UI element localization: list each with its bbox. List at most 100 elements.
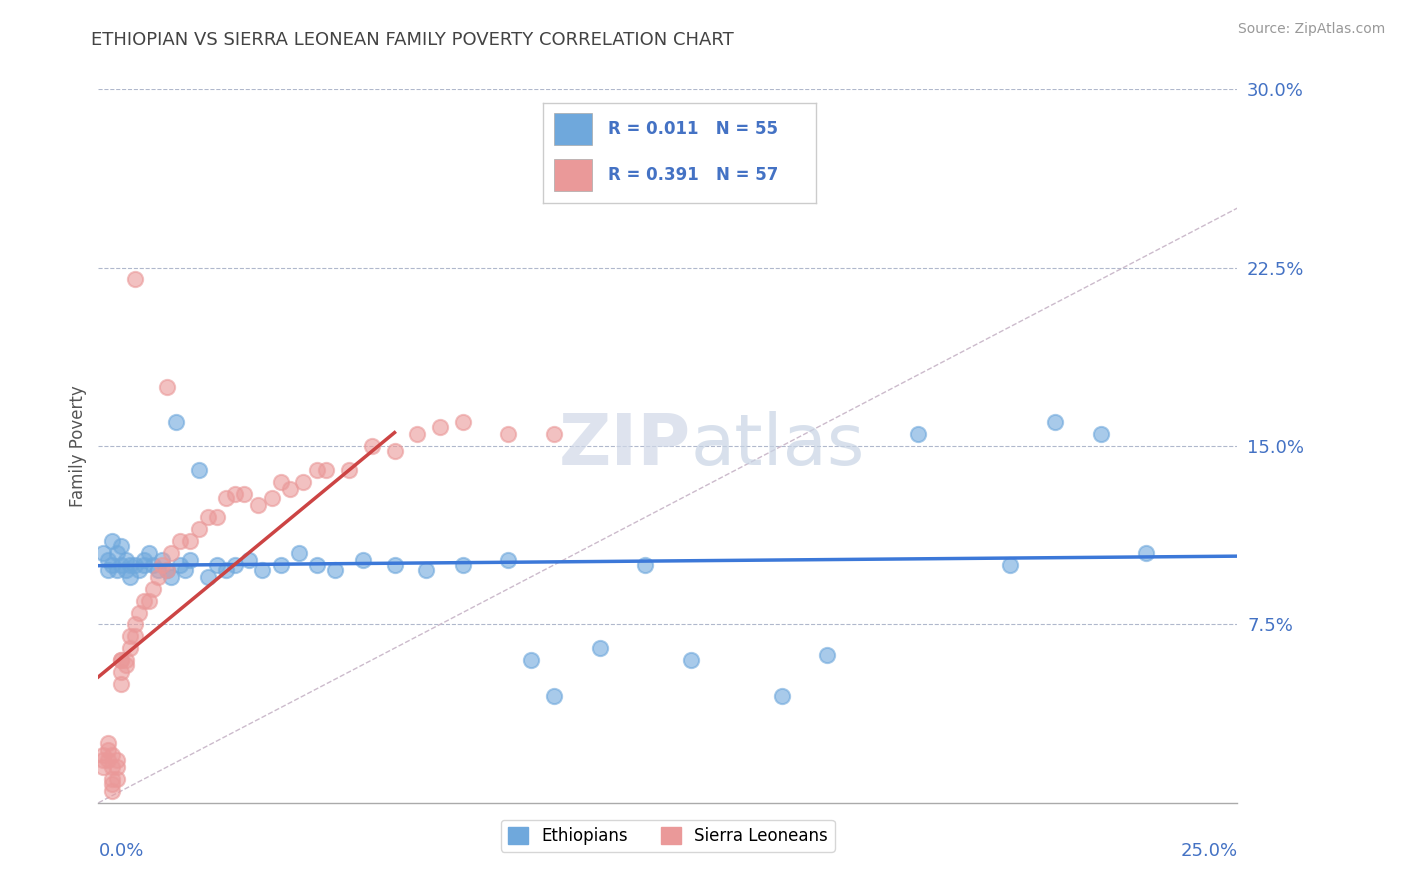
Sierra Leoneans (96, 743, 118, 757)
Ethiopians (91, 546, 114, 560)
Sierra Leoneans (498, 427, 520, 442)
Ethiopians (114, 563, 136, 577)
Sierra Leoneans (307, 463, 329, 477)
Sierra Leoneans (132, 593, 155, 607)
Ethiopians (146, 563, 169, 577)
Text: Source: ZipAtlas.com: Source: ZipAtlas.com (1237, 22, 1385, 37)
Ethiopians (105, 563, 128, 577)
Legend: Ethiopians, Sierra Leoneans: Ethiopians, Sierra Leoneans (501, 820, 835, 852)
Sierra Leoneans (91, 748, 114, 763)
Ethiopians (498, 553, 520, 567)
Sierra Leoneans (110, 653, 132, 667)
Ethiopians (252, 563, 274, 577)
Y-axis label: Family Poverty: Family Poverty (69, 385, 87, 507)
Sierra Leoneans (124, 272, 146, 286)
Ethiopians (174, 563, 197, 577)
Sierra Leoneans (110, 665, 132, 679)
Ethiopians (543, 689, 565, 703)
Sierra Leoneans (224, 486, 246, 500)
Ethiopians (120, 558, 142, 572)
Sierra Leoneans (142, 582, 165, 596)
Ethiopians (1135, 546, 1157, 560)
Sierra Leoneans (101, 777, 124, 791)
Sierra Leoneans (215, 491, 238, 506)
Ethiopians (384, 558, 406, 572)
Ethiopians (132, 553, 155, 567)
Ethiopians (634, 558, 657, 572)
Ethiopians (169, 558, 191, 572)
Sierra Leoneans (292, 475, 315, 489)
Sierra Leoneans (91, 760, 114, 774)
Sierra Leoneans (451, 415, 474, 429)
Sierra Leoneans (260, 491, 283, 506)
Sierra Leoneans (101, 748, 124, 763)
Ethiopians (197, 570, 219, 584)
Sierra Leoneans (138, 593, 160, 607)
Sierra Leoneans (124, 617, 146, 632)
Sierra Leoneans (156, 563, 179, 577)
Sierra Leoneans (146, 570, 169, 584)
Ethiopians (187, 463, 209, 477)
Ethiopians (270, 558, 292, 572)
Sierra Leoneans (114, 657, 136, 672)
Ethiopians (415, 563, 437, 577)
Sierra Leoneans (114, 653, 136, 667)
Sierra Leoneans (197, 510, 219, 524)
Ethiopians (307, 558, 329, 572)
Sierra Leoneans (91, 753, 114, 767)
Sierra Leoneans (278, 482, 301, 496)
Sierra Leoneans (246, 499, 269, 513)
Ethiopians (96, 563, 118, 577)
Text: 0.0%: 0.0% (98, 842, 143, 860)
Ethiopians (215, 563, 238, 577)
Sierra Leoneans (120, 629, 142, 643)
Ethiopians (124, 558, 146, 572)
Sierra Leoneans (179, 534, 201, 549)
Sierra Leoneans (156, 379, 179, 393)
Ethiopians (142, 558, 165, 572)
Ethiopians (132, 558, 155, 572)
Ethiopians (150, 553, 173, 567)
Ethiopians (160, 570, 183, 584)
Ethiopians (1043, 415, 1066, 429)
Ethiopians (288, 546, 311, 560)
Ethiopians (679, 653, 702, 667)
Ethiopians (96, 553, 118, 567)
Ethiopians (323, 563, 346, 577)
Ethiopians (105, 546, 128, 560)
Ethiopians (179, 553, 201, 567)
Ethiopians (907, 427, 929, 442)
Text: ZIP: ZIP (558, 411, 690, 481)
Sierra Leoneans (105, 753, 128, 767)
Sierra Leoneans (160, 546, 183, 560)
Sierra Leoneans (187, 522, 209, 536)
Sierra Leoneans (120, 641, 142, 656)
Ethiopians (110, 539, 132, 553)
Sierra Leoneans (543, 427, 565, 442)
Ethiopians (224, 558, 246, 572)
Ethiopians (101, 558, 124, 572)
Sierra Leoneans (205, 510, 228, 524)
Sierra Leoneans (101, 760, 124, 774)
Sierra Leoneans (105, 760, 128, 774)
Sierra Leoneans (110, 653, 132, 667)
Ethiopians (120, 570, 142, 584)
Ethiopians (998, 558, 1021, 572)
Sierra Leoneans (105, 772, 128, 786)
Ethiopians (588, 641, 610, 656)
Text: atlas: atlas (690, 411, 865, 481)
Ethiopians (238, 553, 260, 567)
Sierra Leoneans (270, 475, 292, 489)
Sierra Leoneans (96, 753, 118, 767)
Ethiopians (770, 689, 793, 703)
Ethiopians (101, 534, 124, 549)
Ethiopians (165, 415, 187, 429)
Ethiopians (114, 553, 136, 567)
Sierra Leoneans (169, 534, 191, 549)
Text: ETHIOPIAN VS SIERRA LEONEAN FAMILY POVERTY CORRELATION CHART: ETHIOPIAN VS SIERRA LEONEAN FAMILY POVER… (91, 31, 734, 49)
Ethiopians (352, 553, 374, 567)
Sierra Leoneans (110, 677, 132, 691)
Ethiopians (451, 558, 474, 572)
Ethiopians (128, 563, 150, 577)
Ethiopians (815, 648, 838, 663)
